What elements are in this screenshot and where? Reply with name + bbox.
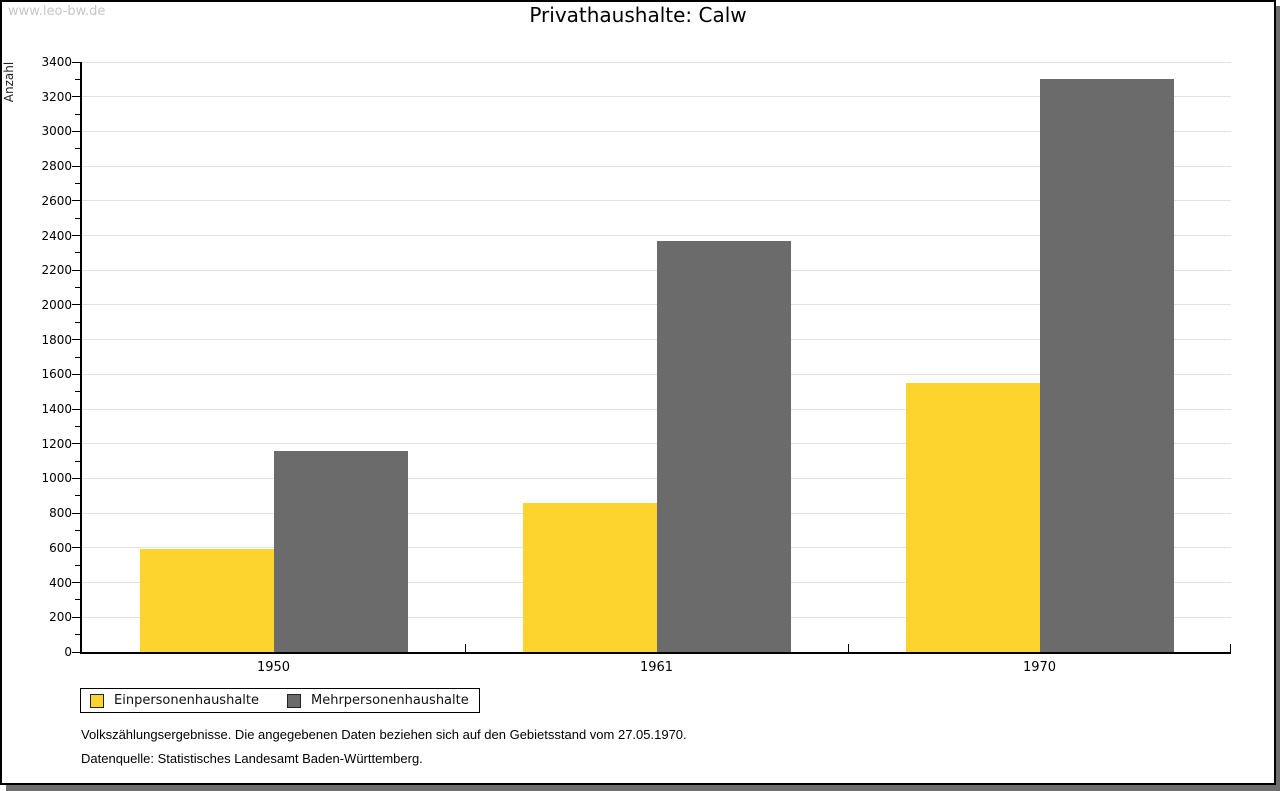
- y-axis-tick-800: [72, 512, 82, 514]
- y-axis-minor-tick-900: [75, 495, 82, 497]
- y-axis-minor-tick-1900: [75, 321, 82, 323]
- gridline-3400: [82, 61, 1231, 63]
- y-tick-label-1600: 1600: [41, 367, 72, 382]
- y-tick-label-2200: 2200: [41, 263, 72, 278]
- legend-item-einpersonenhaushalte: Einpersonenhaushalte: [90, 693, 259, 708]
- y-axis-tick-1400: [72, 408, 82, 410]
- y-axis-tick-2000: [72, 304, 82, 306]
- legend-item-mehrpersonenhaushalte: Mehrpersonenhaushalte: [287, 693, 469, 708]
- gridline-2600: [82, 200, 1231, 202]
- y-axis-tick-1000: [72, 477, 82, 479]
- y-tick-label-2800: 2800: [41, 159, 72, 174]
- y-tick-label-3200: 3200: [41, 89, 72, 104]
- watermark: www.leo-bw.de: [8, 4, 106, 19]
- chart-title: Privathaushalte: Calw: [529, 3, 747, 27]
- x-tick-label-1961: 1961: [639, 660, 674, 675]
- y-axis-tick-600: [72, 547, 82, 549]
- y-axis-minor-tick-1700: [75, 356, 82, 358]
- y-axis-minor-tick-300: [75, 599, 82, 601]
- gridline-3000: [82, 130, 1231, 132]
- y-tick-label-1400: 1400: [41, 402, 72, 417]
- legend: Einpersonenhaushalte Mehrpersonenhaushal…: [80, 688, 480, 713]
- bar-Einpersonenhaushalte-1950: [139, 548, 274, 652]
- bar-Mehrpersonenhaushalte-1950: [273, 450, 408, 652]
- y-axis-minor-tick-2700: [75, 182, 82, 184]
- gridline-3200: [82, 96, 1231, 98]
- x-tick-label-1950: 1950: [256, 660, 291, 675]
- y-axis-tick-2600: [72, 200, 82, 202]
- y-axis-tick-0: [72, 651, 82, 653]
- y-tick-label-200: 200: [49, 610, 72, 625]
- y-axis-minor-tick-3300: [75, 78, 82, 80]
- legend-swatch-gray: [287, 693, 301, 708]
- bar-Mehrpersonenhaushalte-1961: [656, 240, 791, 652]
- y-axis-minor-tick-2500: [75, 217, 82, 219]
- y-tick-label-0: 0: [64, 645, 72, 659]
- y-axis-tick-400: [72, 582, 82, 584]
- bar-Einpersonenhaushalte-1970: [905, 383, 1040, 652]
- y-tick-label-600: 600: [49, 540, 72, 555]
- y-tick-label-2600: 2600: [41, 193, 72, 208]
- y-tick-label-2000: 2000: [41, 297, 72, 312]
- y-tick-label-3400: 3400: [41, 55, 72, 69]
- y-axis-tick-2400: [72, 235, 82, 237]
- bar-Einpersonenhaushalte-1961: [522, 502, 657, 652]
- gridline-2400: [82, 235, 1231, 237]
- y-tick-label-400: 400: [49, 575, 72, 590]
- y-axis-tick-2800: [72, 165, 82, 167]
- plot-area: 1950 1961 1970 0 200 400 600 800 1000 1200 1400 160…: [41, 55, 1231, 675]
- y-axis-minor-tick-2100: [75, 287, 82, 289]
- y-tick-label-2400: 2400: [41, 228, 72, 243]
- footnote-data-source: Datenquelle: Statistisches Landesamt Bad…: [81, 751, 423, 766]
- legend-label: Einpersonenhaushalte: [114, 693, 259, 708]
- y-axis-label: Anzahl: [2, 61, 16, 103]
- bar-Mehrpersonenhaushalte-1970: [1039, 79, 1174, 652]
- y-axis-tick-3000: [72, 130, 82, 132]
- x-axis-tick: [1230, 644, 1231, 652]
- x-axis-tick: [465, 644, 466, 652]
- x-axis-tick: [848, 644, 849, 652]
- x-tick-label-1970: 1970: [1022, 660, 1057, 675]
- legend-label: Mehrpersonenhaushalte: [311, 693, 469, 708]
- footnote-source-basis: Volkszählungsergebnisse. Die angegebenen…: [81, 727, 687, 742]
- y-axis-minor-tick-3100: [75, 113, 82, 115]
- y-tick-label-1200: 1200: [41, 436, 72, 451]
- y-axis-minor-tick-500: [75, 564, 82, 566]
- page-shadow-right: [1276, 6, 1280, 791]
- y-axis-tick-1200: [72, 443, 82, 445]
- y-tick-label-1800: 1800: [41, 332, 72, 347]
- y-axis-minor-tick-1300: [75, 425, 82, 427]
- gridline-2800: [82, 165, 1231, 167]
- y-axis-tick-3400: [72, 61, 82, 63]
- y-axis-minor-tick-1500: [75, 391, 82, 393]
- y-axis-minor-tick-100: [75, 634, 82, 636]
- y-axis-tick-1600: [72, 373, 82, 375]
- y-axis-tick-3200: [72, 96, 82, 98]
- y-axis-minor-tick-700: [75, 530, 82, 532]
- y-axis-minor-tick-1100: [75, 460, 82, 462]
- y-tick-label-3000: 3000: [41, 124, 72, 139]
- y-tick-label-800: 800: [49, 506, 72, 521]
- y-axis-minor-tick-2300: [75, 252, 82, 254]
- page-shadow-bottom: [6, 785, 1280, 791]
- y-axis-tick-200: [72, 616, 82, 618]
- y-axis-tick-2200: [72, 269, 82, 271]
- y-axis-minor-tick-2900: [75, 148, 82, 150]
- legend-swatch-yellow: [90, 693, 104, 708]
- y-tick-label-1000: 1000: [41, 471, 72, 486]
- y-axis-tick-1800: [72, 339, 82, 341]
